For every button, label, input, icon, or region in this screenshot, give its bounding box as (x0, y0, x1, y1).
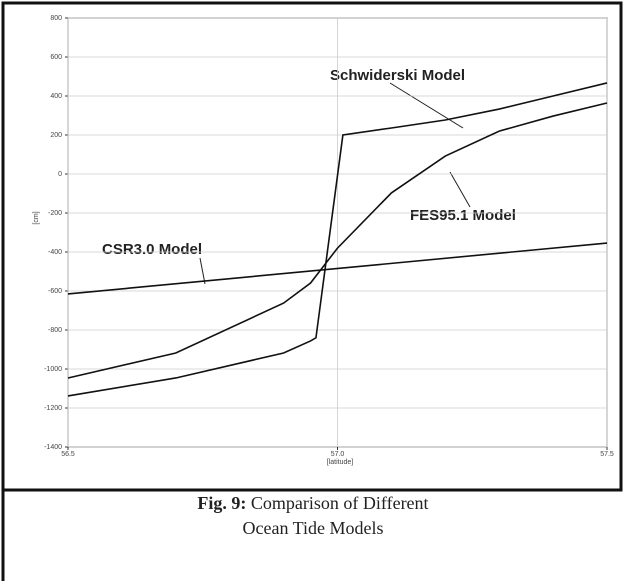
frame (1, 1, 623, 492)
y-tick-label: 200 (50, 132, 62, 139)
leader-line (389, 82, 464, 129)
y-tick-label: 800 (50, 15, 62, 22)
y-tick-label: -200 (48, 210, 62, 217)
series-label: Schwiderski Model (330, 67, 465, 84)
leader-line (449, 171, 471, 208)
x-tick-label: 57.5 (600, 451, 614, 458)
y-tick-label: -400 (48, 249, 62, 256)
series-line (67, 102, 608, 379)
y-tick-label: -1000 (44, 366, 62, 373)
caption-line: Ocean Tide Models (243, 518, 384, 538)
y-tick-label: -600 (48, 288, 62, 295)
series-label: FES95.1 Model (410, 207, 516, 224)
caption-line: Comparison of Different (251, 493, 429, 513)
series-line (67, 82, 608, 397)
leader-line (199, 257, 206, 285)
y-tick-label: 400 (50, 93, 62, 100)
y-axis-label: [cm] (33, 211, 40, 224)
y-tick-label: -800 (48, 327, 62, 334)
y-tick-label: 600 (50, 54, 62, 61)
x-tick-label: 56.5 (61, 451, 75, 458)
x-tick-label: 57.0 (331, 451, 345, 458)
y-tick-label: -1400 (44, 444, 62, 451)
x-axis-label: [latitude] (327, 459, 354, 466)
figure-label: Fig. 9: (197, 493, 246, 513)
series-label: CSR3.0 Model (102, 241, 202, 258)
y-tick-label: -1200 (44, 405, 62, 412)
series-line (67, 242, 608, 295)
y-tick-label: 0 (58, 171, 62, 178)
caption: Fig. 9: Comparison of Different (197, 493, 428, 513)
